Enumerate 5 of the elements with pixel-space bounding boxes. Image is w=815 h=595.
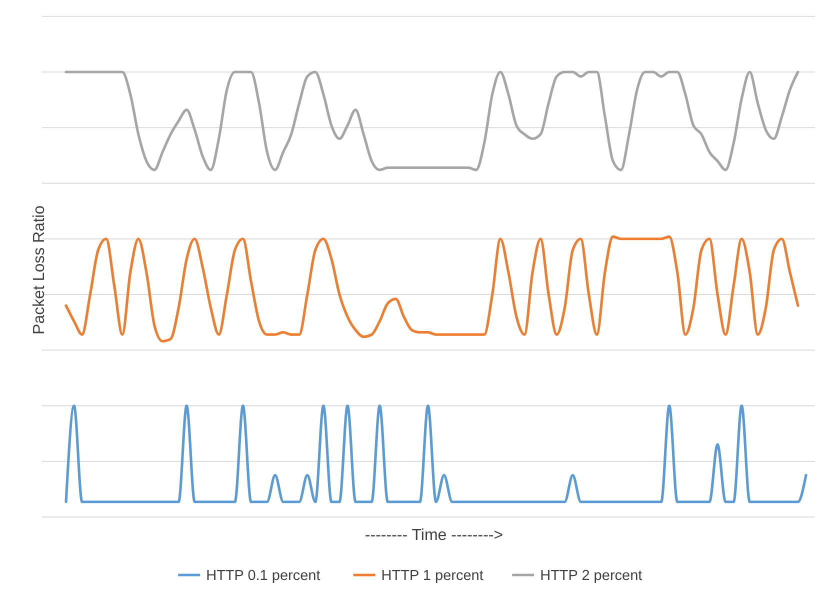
x-axis-title: -------- Time --------> <box>364 527 504 544</box>
y-axis-title: Packet Loss Ratio <box>31 205 48 334</box>
legend-label: HTTP 1 percent <box>381 568 484 584</box>
legend-label: HTTP 2 percent <box>540 568 642 584</box>
legend-label: HTTP 0.1 percent <box>206 568 320 584</box>
